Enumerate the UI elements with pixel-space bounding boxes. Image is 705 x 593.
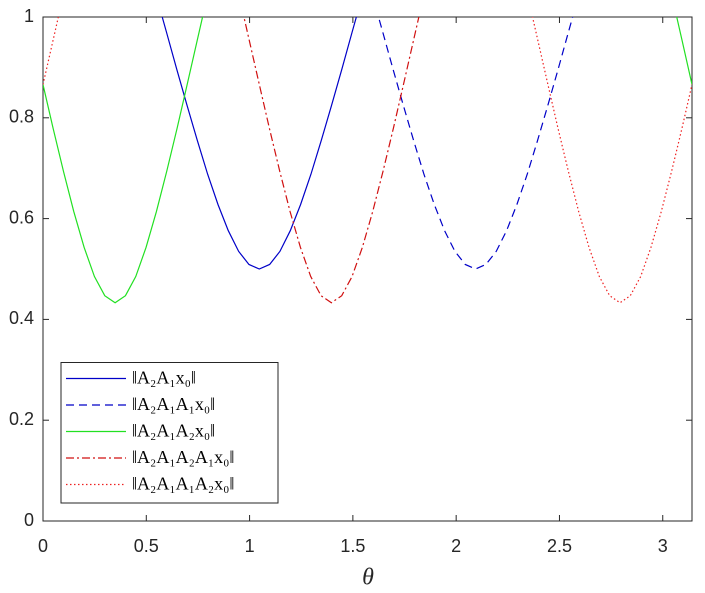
legend-label: ‖A₂A₁A₂x₀‖: [132, 421, 215, 441]
x-axis-label: θ: [362, 565, 374, 591]
legend-label: ‖A₂A₁A₂A₁x₀‖: [132, 447, 234, 467]
legend-label: ‖A₂A₁A₁x₀‖: [132, 394, 215, 414]
x-tick-label: 1.5: [340, 536, 365, 556]
y-tick-label: 0: [24, 510, 34, 530]
x-tick-label: 0.5: [134, 536, 159, 556]
lines: [43, 17, 692, 304]
x-tick-label: 2: [451, 536, 461, 556]
y-tick-label: 0.6: [9, 207, 34, 227]
y-tick-label: 1: [24, 6, 34, 26]
y-tick-label: 0.8: [9, 107, 34, 127]
legend: ‖A₂A₁x₀‖ ‖A₂A₁A₁x₀‖ ‖A₂A₁A₂x₀‖ ‖A₂A₁A₂A₁x₀‖…: [60, 362, 279, 504]
y-tick-label: 0.2: [9, 409, 34, 429]
x-tick-label: 3: [658, 536, 668, 556]
y-tick-label: 0.4: [9, 308, 34, 328]
series-line: [161, 17, 357, 270]
legend-label: ‖A₂A₁x₀‖: [132, 368, 196, 388]
x-tick-label: 2.5: [547, 536, 572, 556]
legend-label: ‖A₂A₁A₁A₂x₀‖: [132, 474, 234, 494]
x-tick-label: 0: [38, 536, 48, 556]
series-line: [243, 17, 420, 304]
series-line: [43, 17, 692, 304]
x-tick-label: 1: [245, 536, 255, 556]
legend-box: [60, 362, 279, 504]
series-line: [377, 17, 574, 270]
